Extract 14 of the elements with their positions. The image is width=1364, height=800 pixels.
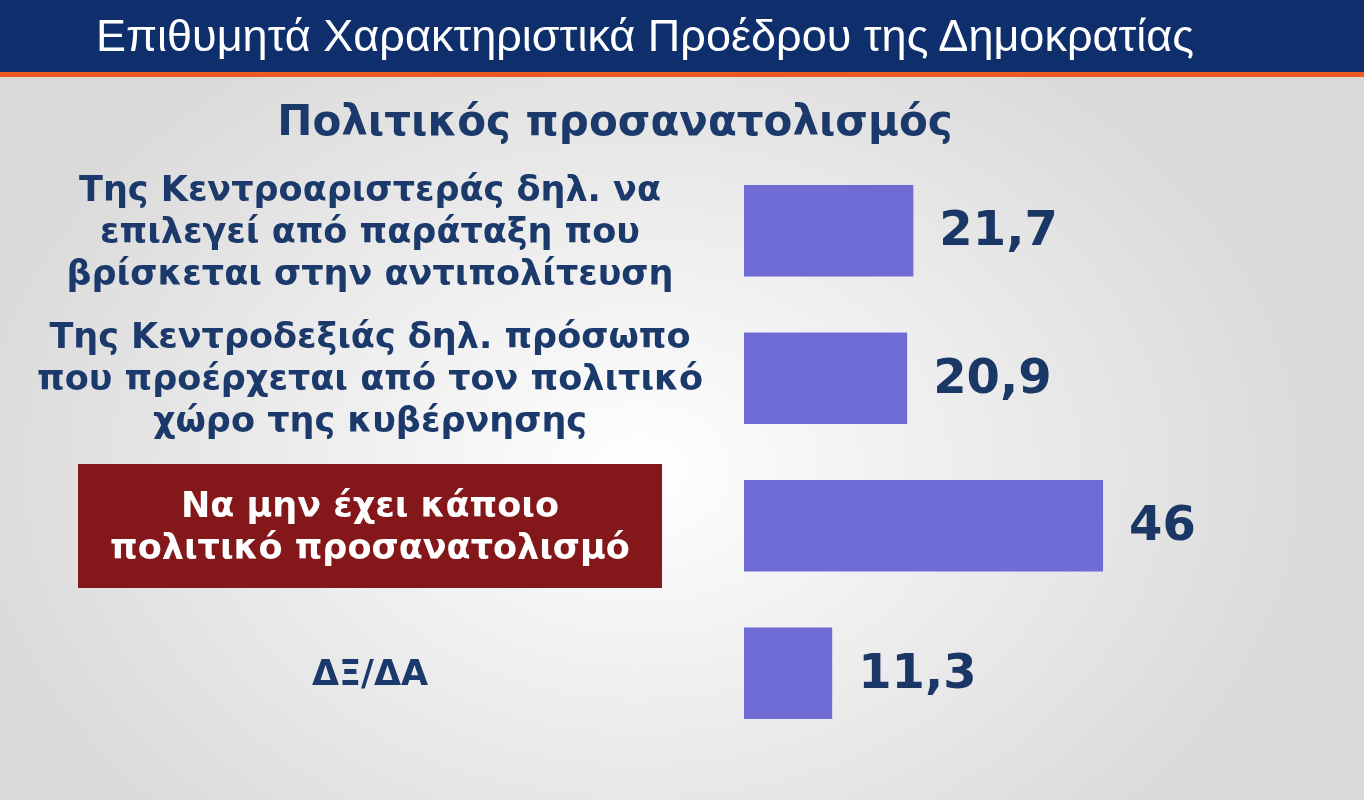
data-label: 46 <box>1129 495 1196 552</box>
chart-title: Επιθυμητά Χαρακτηριστικά Προέδρου της Δημοκρατίας <box>96 10 1194 61</box>
bar <box>744 185 914 277</box>
bar <box>744 627 833 719</box>
y-tick-label: Της Κεντροδεξιάς δηλ. πρόσωπο που προέρχεται από τον πολιτικό χώρο της κυβέρνησης <box>36 315 704 442</box>
y-tick-label: ΔΞ/ΔΑ <box>311 652 429 695</box>
y-tick-label: Να μην έχει κάποιο πολιτικό προσανατολισμό <box>109 483 631 568</box>
data-label: 20,9 <box>933 347 1052 404</box>
data-label: 11,3 <box>858 642 977 699</box>
chart-subtitle: Πολιτικός προσανατολισμός <box>277 96 953 145</box>
y-tick-label: Της Κεντροαριστεράς δηλ. να επιλεγεί από παράταξη που βρίσκεται στην αντιπολίτευση <box>65 167 675 294</box>
data-label: 21,7 <box>939 200 1058 257</box>
bar <box>744 332 908 424</box>
bar <box>744 480 1104 572</box>
